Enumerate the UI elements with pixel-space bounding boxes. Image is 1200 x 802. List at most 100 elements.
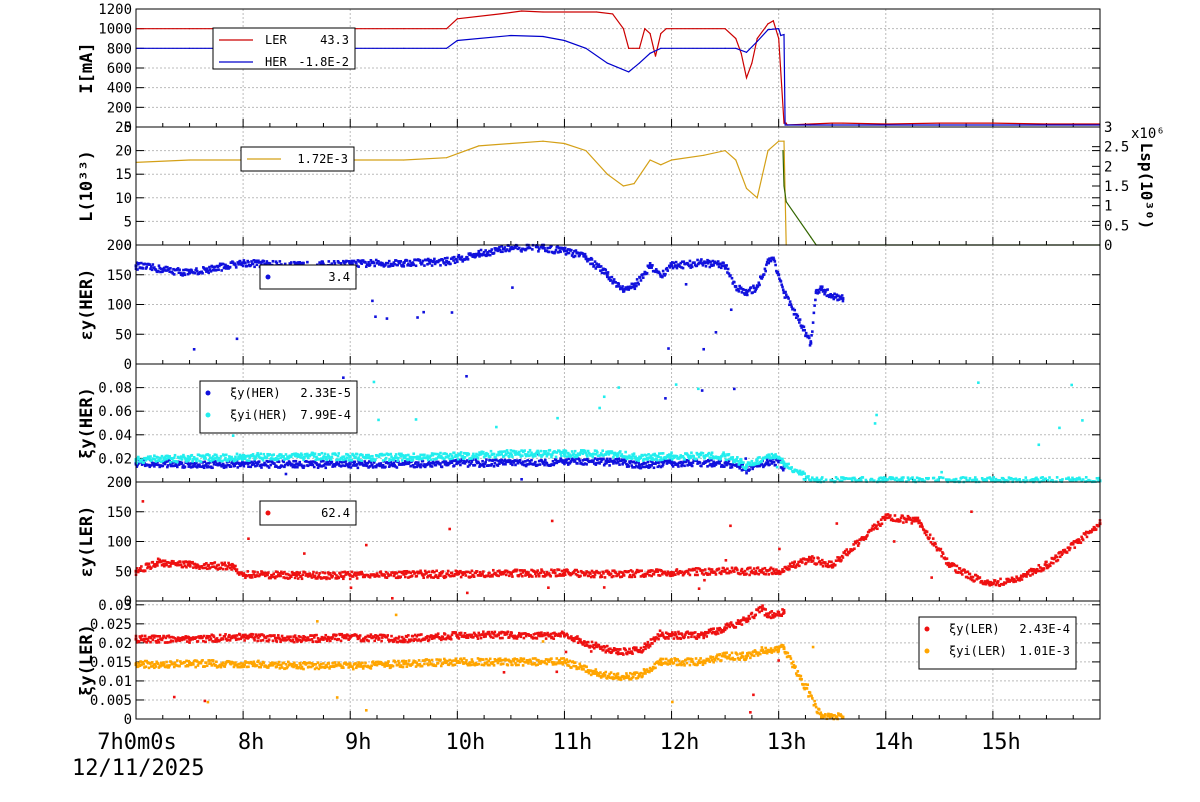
data-point-anchor [991,582,994,585]
data-point [256,640,259,643]
data-point-anchor [617,460,620,463]
data-point [808,337,811,340]
data-point [602,572,605,575]
data-point [703,579,706,582]
data-point-HER [585,48,586,49]
data-point [161,559,164,562]
data-point [570,249,573,252]
data-point [836,522,839,525]
data-point [676,568,679,571]
data-point [686,464,689,467]
data-point [955,478,958,481]
data-point [236,453,239,456]
data-point [387,453,390,456]
y-tick-label: 50 [115,564,132,580]
data-point [675,383,678,386]
data-point [493,453,496,456]
data-point [631,466,634,469]
data-point-HER [628,71,629,72]
data-point [409,571,412,574]
data-point [702,573,705,576]
data-point [415,264,418,267]
data-point [433,258,436,261]
data-point [223,454,226,457]
data-point [997,580,1000,583]
data-point-Lsp [782,150,783,151]
data-point [209,566,212,569]
data-point [217,564,220,567]
data-point [239,633,242,636]
data-point-LER [786,122,787,123]
data-point [901,479,904,482]
data-point [940,555,943,558]
data-point [700,258,703,261]
data-point [328,260,331,263]
data-point [493,465,496,468]
data-point-LER [628,48,629,49]
data-point [213,635,216,638]
data-point [547,452,550,455]
data-point [253,571,256,574]
data-point [731,463,734,466]
data-point [303,465,306,468]
data-point-LER [783,122,784,123]
data-point [310,460,313,463]
data-point [761,460,764,463]
data-point [511,575,514,578]
data-point-L [403,159,404,160]
data-point-anchor [456,455,459,458]
data-point-anchor [809,558,812,561]
data-point [1018,478,1021,481]
data-point-anchor [542,246,545,249]
data-point [556,417,559,420]
data-point [204,700,207,703]
data-point [476,570,479,573]
y2-tick-label: 1.5 [1104,179,1129,195]
data-point [750,286,753,289]
data-point [367,261,370,264]
data-point [224,457,227,460]
data-point [439,462,442,465]
data-point-HER [446,48,447,49]
data-point [824,561,827,564]
data-point [328,577,331,580]
data-point [518,247,521,250]
data-point-HER [783,34,784,35]
data-point-anchor [295,463,298,466]
data-point [305,460,308,463]
data-point-L [767,150,768,151]
legend-value: 3.4 [328,270,350,284]
data-point [380,570,383,573]
data-point [281,465,284,468]
data-point [768,463,771,466]
data-point-LER [671,28,672,29]
data-point [729,525,732,528]
data-point [790,466,793,469]
data-point [659,574,662,577]
data-point [484,461,487,464]
data-point [801,561,804,564]
data-point [603,586,606,589]
data-point [492,459,495,462]
data-point [534,461,537,464]
data-point [875,524,878,527]
data-point [558,568,561,571]
data-point [538,575,541,578]
data-point [196,457,199,460]
data-point [876,527,879,530]
data-point [243,259,246,262]
data-point [336,458,339,461]
data-point [354,572,357,575]
data-point [197,640,200,643]
data-point-HER [457,40,458,41]
data-point [221,460,224,463]
data-point [957,571,960,574]
data-point-Lsp [786,201,787,202]
data-point [764,270,767,273]
data-point [451,457,454,460]
data-point [1043,567,1046,570]
data-point [722,262,725,265]
data-point [430,458,433,461]
data-point-LER [757,38,758,39]
data-point [495,426,498,429]
